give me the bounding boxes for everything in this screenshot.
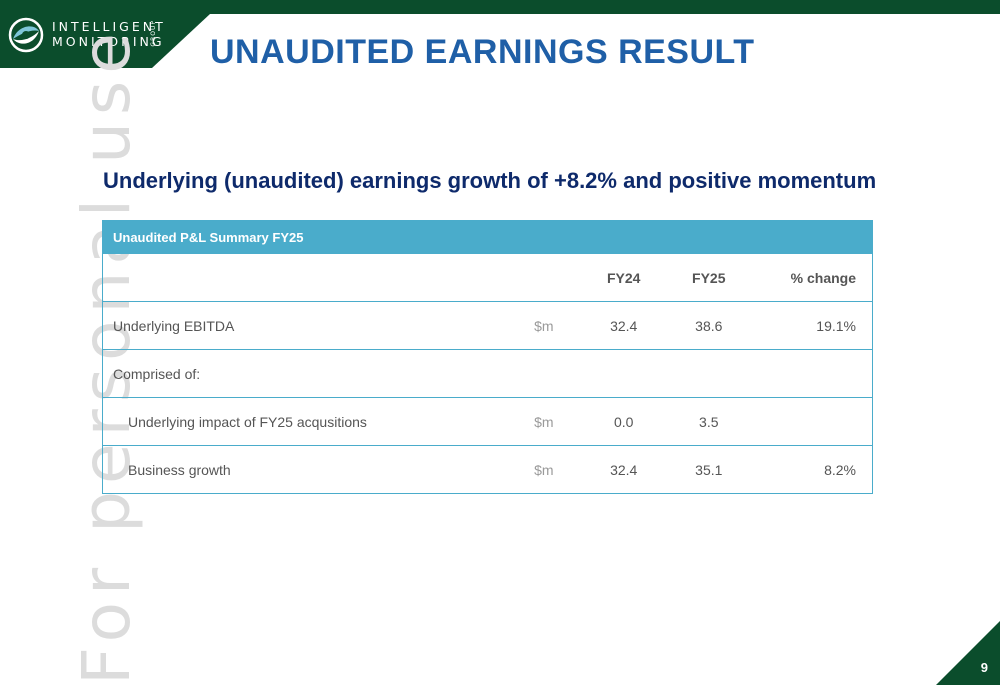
pl-summary-table: Unaudited P&L Summary FY25 FY24 FY25 % c… — [102, 220, 873, 494]
table-column-header-row: FY24 FY25 % change — [102, 253, 873, 302]
row-change — [751, 397, 873, 446]
row-change — [751, 349, 873, 398]
row-label: Business growth — [102, 445, 507, 494]
page-corner: 9 — [936, 621, 1000, 685]
row-change: 8.2% — [751, 445, 873, 494]
table-caption: Unaudited P&L Summary FY25 — [102, 220, 873, 254]
row-unit: $m — [506, 397, 582, 446]
header-unit-cell — [506, 253, 582, 302]
slide-subtitle: Underlying (unaudited) earnings growth o… — [103, 168, 877, 193]
row-label: Underlying EBITDA — [102, 301, 507, 350]
top-bar — [0, 0, 1000, 14]
row-change: 19.1% — [751, 301, 873, 350]
row-label: Underlying impact of FY25 acqusitions — [102, 397, 507, 446]
row-fy24 — [581, 349, 667, 398]
row-unit: $m — [506, 445, 582, 494]
table-caption-row: Unaudited P&L Summary FY25 — [102, 220, 873, 254]
row-fy25: 38.6 — [666, 301, 752, 350]
slide-title: UNAUDITED EARNINGS RESULT — [210, 33, 755, 71]
logo-background-shape — [0, 0, 210, 68]
row-label: Comprised of: — [102, 349, 507, 398]
row-unit: $m — [506, 301, 582, 350]
table-row: Underlying EBITDA $m 32.4 38.6 19.1% — [102, 301, 873, 350]
logo-line-1: INTELLIGENT — [52, 19, 166, 34]
table-row: Underlying impact of FY25 acqusitions $m… — [102, 397, 873, 446]
row-fy24: 0.0 — [581, 397, 667, 446]
row-fy25: 35.1 — [666, 445, 752, 494]
column-header-fy24: FY24 — [581, 253, 667, 302]
column-header-change: % change — [751, 253, 873, 302]
logo: INTELLIGENT MONITORING GROUP — [0, 0, 210, 68]
page-corner-shape — [936, 621, 1000, 685]
logo-wordmark: INTELLIGENT MONITORING — [52, 19, 166, 49]
logo-group-label: GROUP — [150, 20, 157, 47]
table-row: Business growth $m 32.4 35.1 8.2% — [102, 445, 873, 494]
row-fy25 — [666, 349, 752, 398]
table-row: Comprised of: — [102, 349, 873, 398]
logo-line-2: MONITORING — [52, 34, 165, 49]
page-number: 9 — [980, 660, 988, 675]
column-header-fy25: FY25 — [666, 253, 752, 302]
row-fy24: 32.4 — [581, 301, 667, 350]
logo-emblem-icon — [8, 17, 44, 53]
row-fy25: 3.5 — [666, 397, 752, 446]
row-unit — [506, 349, 582, 398]
header-label-cell — [102, 253, 507, 302]
row-fy24: 32.4 — [581, 445, 667, 494]
